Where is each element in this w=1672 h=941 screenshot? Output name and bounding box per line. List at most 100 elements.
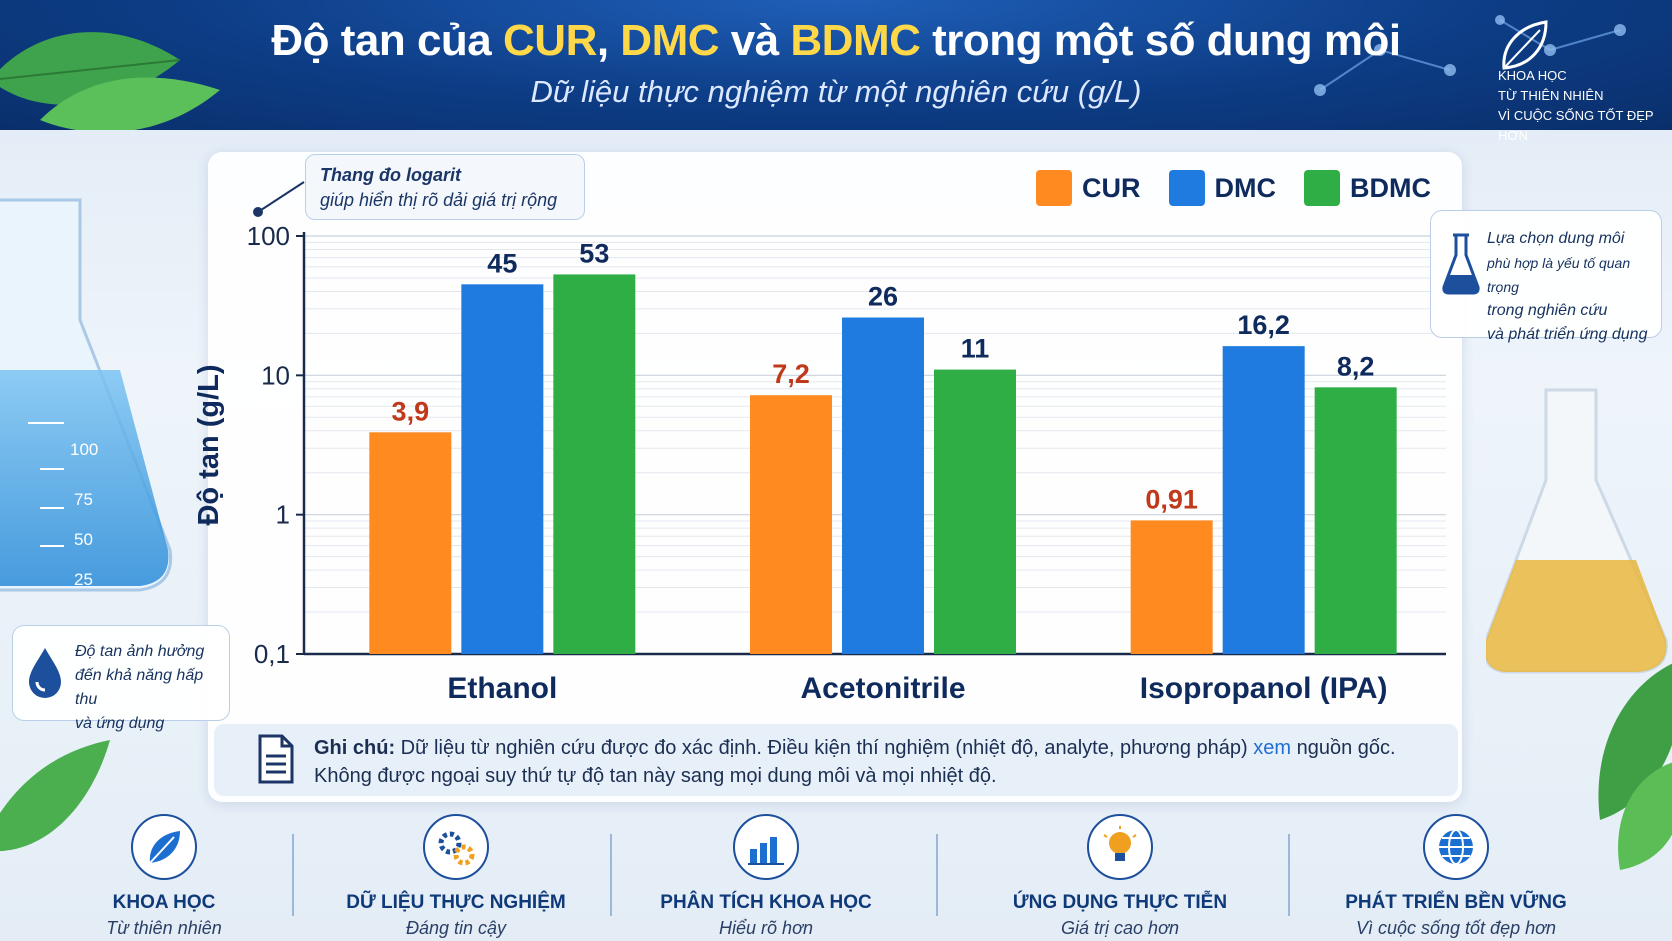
note-text: Dữ liệu từ nghiên cứu được đo xác định. …: [395, 737, 1254, 759]
leaf-icon: [131, 814, 197, 880]
flask-mark: 75: [74, 490, 93, 509]
x-category-label: Ethanol: [447, 672, 557, 705]
legend-label: BDMC: [1350, 172, 1431, 203]
flask-decoration-icon: [0, 198, 173, 592]
lightbulb-icon: [1087, 814, 1153, 880]
legend-item-dmc: DMC: [1168, 170, 1277, 206]
card-line: Độ tan ảnh hưởng: [75, 643, 205, 660]
x-category-label: Acetonitrile: [800, 672, 965, 705]
feature-title: PHÁT TRIỂN BỀN VỮNG: [1345, 892, 1567, 913]
feature-application: ỨNG DỤNG THỰC TIỄN Giá trị cao hơn: [970, 806, 1270, 939]
feature-title: KHOA HỌC: [112, 892, 216, 913]
document-icon: [258, 734, 294, 784]
flask-mark: 25: [74, 570, 93, 589]
legend-label: DMC: [1214, 172, 1277, 203]
bar-dmc: [842, 317, 924, 654]
solubility-effect-card: Độ tan ảnh hưởng đến khả năng hấp thu và…: [12, 625, 230, 732]
legend-swatch-bdmc: [1304, 170, 1340, 206]
card-line: trong nghiên cứu: [1487, 302, 1608, 319]
divider: [610, 834, 612, 916]
feature-science: KHOA HỌC Từ thiên nhiên: [14, 806, 314, 939]
leaf-decoration-icon: [0, 32, 220, 130]
log-scale-callout: Thang đo logarit giúp hiển thị rõ dải gi…: [305, 154, 585, 220]
y-tick-label: 10: [261, 360, 290, 390]
flask-decoration-icon: [1486, 388, 1668, 674]
note-text: nguồn gốc.: [1291, 737, 1396, 759]
legend-item-cur: CUR: [1036, 170, 1141, 206]
y-tick-label: 1: [276, 500, 290, 530]
bar-bdmc: [1314, 387, 1397, 654]
header-banner: Độ tan của CUR, DMC và BDMC trong một số…: [0, 0, 1672, 143]
leaf-icon: [1502, 20, 1548, 70]
bar-bdmc: [553, 274, 636, 654]
y-tick-label: 0,1: [254, 639, 290, 669]
card-line: và phát triển ứng dụng: [1487, 326, 1648, 343]
bar-value-label: 45: [487, 248, 517, 278]
feature-title: ỨNG DỤNG THỰC TIỄN: [1012, 892, 1228, 913]
footer-features: KHOA HỌC Từ thiên nhiên DỮ LIỆU THỰC NGH…: [0, 806, 1672, 941]
feature-sub: Từ thiên nhiên: [106, 918, 222, 938]
y-tick-label: 100: [247, 221, 290, 251]
bar-value-label: 26: [868, 282, 898, 312]
bar-bdmc: [934, 369, 1016, 654]
bar-chart-icon: [733, 814, 799, 880]
callout-title: Thang đo logarit: [320, 165, 461, 185]
note-line-1: Ghi chú: Dữ liệu từ nghiên cứu được đo x…: [314, 734, 1444, 762]
divider: [292, 834, 294, 916]
gears-icon: [423, 814, 489, 880]
card-line: phù hợp là yếu tố quan trọng: [1487, 255, 1631, 295]
bar-value-label: 11: [961, 334, 990, 364]
card-line: Lựa chọn dung môi: [1487, 230, 1625, 247]
bar-dmc: [461, 284, 544, 654]
bar-cur: [1130, 520, 1213, 654]
card-line: đến khả năng hấp thu: [75, 667, 204, 708]
y-axis-label: Độ tan (g/L): [193, 364, 225, 525]
note-box: Ghi chú: Dữ liệu từ nghiên cứu được đo x…: [214, 724, 1458, 796]
note-label: Ghi chú:: [314, 737, 396, 759]
bar-value-label: 3,9: [392, 396, 430, 426]
feature-sub: Vì cuộc sống tốt đẹp hơn: [1355, 918, 1556, 938]
flask-mark: 100: [70, 440, 99, 459]
brand-line: TỪ THIÊN NHIÊN: [1498, 88, 1604, 103]
note-source-link[interactable]: xem: [1253, 737, 1292, 759]
flask-mark: 50: [74, 530, 93, 549]
divider: [1288, 834, 1290, 916]
leaf-decoration-icon: [0, 740, 110, 851]
feature-analysis: PHÂN TÍCH KHOA HỌC Hiểu rõ hơn: [616, 806, 916, 939]
feature-sub: Giá trị cao hơn: [1061, 918, 1179, 938]
molecule-decoration-icon: [1314, 15, 1626, 96]
legend-item-bdmc: BDMC: [1304, 170, 1431, 206]
brand-line: KHOA HỌC: [1498, 68, 1567, 83]
feature-data: DỮ LIỆU THỰC NGHIỆM Đáng tin cậy: [306, 806, 606, 939]
bar-value-label: 7,2: [772, 359, 810, 389]
solvent-choice-card: Lựa chọn dung môi phù hợp là yếu tố quan…: [1430, 210, 1662, 343]
legend-swatch-dmc: [1168, 170, 1205, 206]
chart-legend: CUR DMC BDMC: [1036, 168, 1431, 208]
callout-pointer-icon: [253, 181, 305, 217]
callout-text: giúp hiển thị rõ dải giá trị rộng: [320, 190, 558, 210]
page-subtitle: Dữ liệu thực nghiệm từ một nghiên cứu (g…: [530, 74, 1142, 109]
bar-value-label: 53: [579, 238, 609, 268]
brand-line: VÌ CUỘC SỐNG TỐT ĐẸP HƠN: [1498, 108, 1654, 143]
leaf-decoration-icon: [1598, 663, 1672, 870]
page-title: Độ tan của CUR, DMC và BDMC trong một số…: [271, 16, 1401, 65]
x-category-label: Isopropanol (IPA): [1140, 672, 1388, 705]
divider: [936, 834, 938, 916]
bar-value-label: 16,2: [1237, 310, 1290, 340]
feature-sub: Hiểu rõ hơn: [719, 918, 813, 938]
droplet-icon: [29, 648, 61, 698]
brand-block: KHOA HỌC TỪ THIÊN NHIÊN VÌ CUỘC SỐNG TỐT…: [1478, 18, 1658, 143]
globe-icon: [1423, 814, 1489, 880]
card-line: và ứng dụng: [75, 715, 165, 732]
legend-label: CUR: [1082, 172, 1141, 203]
bar-cur: [750, 395, 832, 654]
bar-value-label: 8,2: [1337, 351, 1375, 381]
note-line-2: Không được ngoại suy thứ tự độ tan này s…: [314, 765, 997, 787]
bar-dmc: [1222, 346, 1305, 654]
flask-icon: [1442, 233, 1480, 295]
legend-swatch-cur: [1036, 170, 1072, 206]
bar-value-label: 0,91: [1145, 484, 1198, 514]
feature-title: DỮ LIỆU THỰC NGHIỆM: [346, 892, 566, 913]
bar-cur: [369, 432, 452, 654]
